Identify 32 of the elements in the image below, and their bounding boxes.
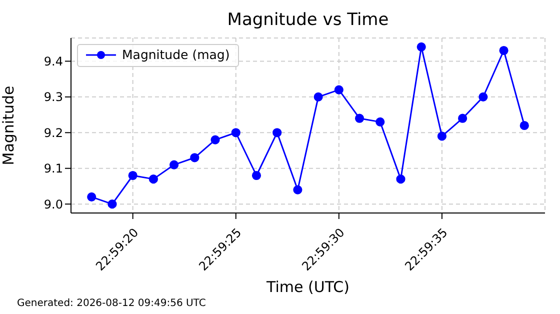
text: Generated: 2026-08-12 09:49:56 UTC — [17, 298, 206, 309]
chart-title: Magnitude vs Time — [226, 10, 390, 30]
legend-label: Magnitude (mag) — [122, 47, 230, 62]
point — [148, 174, 158, 184]
point — [478, 92, 488, 102]
point — [396, 174, 406, 184]
point — [210, 135, 220, 144]
point — [272, 128, 282, 138]
point — [376, 117, 385, 126]
point — [87, 192, 96, 202]
point — [231, 128, 240, 138]
point — [354, 114, 364, 123]
point — [437, 132, 447, 141]
point — [520, 120, 529, 130]
y-tick-label: 9.2 — [44, 126, 63, 140]
point — [169, 160, 179, 170]
y-axis-title: Magnitude — [0, 86, 18, 166]
y-tick-label: 9.3 — [44, 90, 63, 104]
x-axis-title: Time (UTC) — [266, 278, 350, 296]
point — [416, 42, 426, 52]
y-tick-label: 9.4 — [44, 54, 63, 68]
y-tick-label: 9.1 — [44, 162, 63, 176]
y-tick-label: 9.0 — [44, 197, 63, 212]
point — [128, 170, 138, 180]
point — [293, 185, 302, 194]
point — [499, 46, 508, 56]
point — [458, 114, 468, 123]
point — [252, 170, 262, 180]
point — [334, 85, 344, 94]
point — [108, 200, 117, 209]
point — [314, 92, 323, 102]
point — [190, 153, 200, 162]
